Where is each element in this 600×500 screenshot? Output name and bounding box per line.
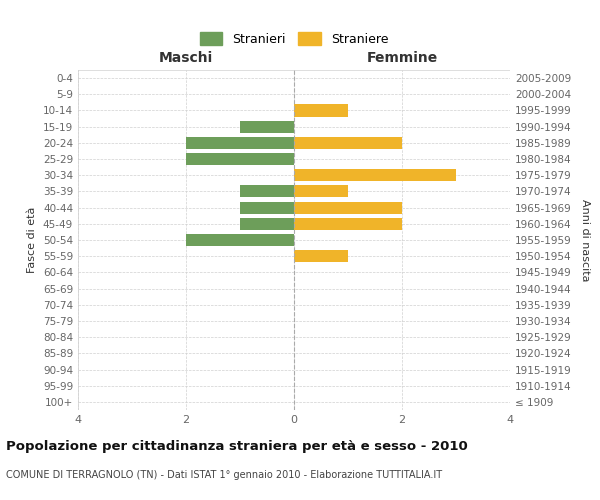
Y-axis label: Fasce di età: Fasce di età (28, 207, 37, 273)
Bar (240, 218, 294, 230)
Bar (186, 137, 294, 149)
Text: Femmine: Femmine (367, 51, 437, 65)
Text: COMUNE DI TERRAGNOLO (TN) - Dati ISTAT 1° gennaio 2010 - Elaborazione TUTTITALIA: COMUNE DI TERRAGNOLO (TN) - Dati ISTAT 1… (6, 470, 442, 480)
Text: Maschi: Maschi (159, 51, 213, 65)
Text: Popolazione per cittadinanza straniera per età e sesso - 2010: Popolazione per cittadinanza straniera p… (6, 440, 468, 453)
Bar (240, 186, 294, 198)
Bar (240, 120, 294, 132)
Bar (240, 202, 294, 213)
Legend: Stranieri, Straniere: Stranieri, Straniere (196, 28, 392, 50)
Bar (294, 169, 456, 181)
Bar (294, 186, 348, 198)
Bar (294, 104, 348, 117)
Bar (186, 153, 294, 165)
Bar (294, 137, 402, 149)
Y-axis label: Anni di nascita: Anni di nascita (580, 198, 590, 281)
Bar (294, 218, 402, 230)
Bar (294, 250, 348, 262)
Bar (294, 202, 402, 213)
Bar (186, 234, 294, 246)
